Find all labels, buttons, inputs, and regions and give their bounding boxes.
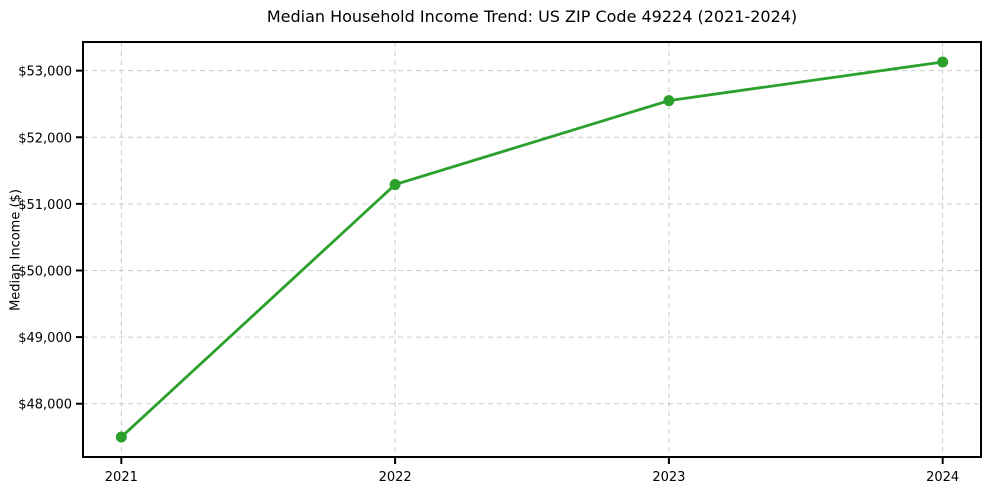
x-tick-label: 2022 [379,470,412,485]
x-tick-label: 2021 [105,470,138,485]
income-trend-line [120,60,943,439]
x-tick-label: 2024 [926,470,959,485]
y-tick-label: $53,000 [18,65,72,80]
chart-title: Median Household Income Trend: US ZIP Co… [266,7,798,26]
y-tick-label: $48,000 [18,398,72,413]
data-point-marker-2022 [389,179,401,191]
y-tick-label: $51,000 [18,198,72,213]
data-point-marker-2024 [937,56,949,68]
data-point-marker-2023 [663,95,675,107]
y-tick-label: $50,000 [18,264,72,279]
x-tick-label: 2023 [652,470,685,485]
data-point-marker-2021 [115,431,127,443]
y-tick-label: $49,000 [18,331,72,346]
plot-border [82,41,982,458]
y-tick-label: $52,000 [18,131,72,146]
